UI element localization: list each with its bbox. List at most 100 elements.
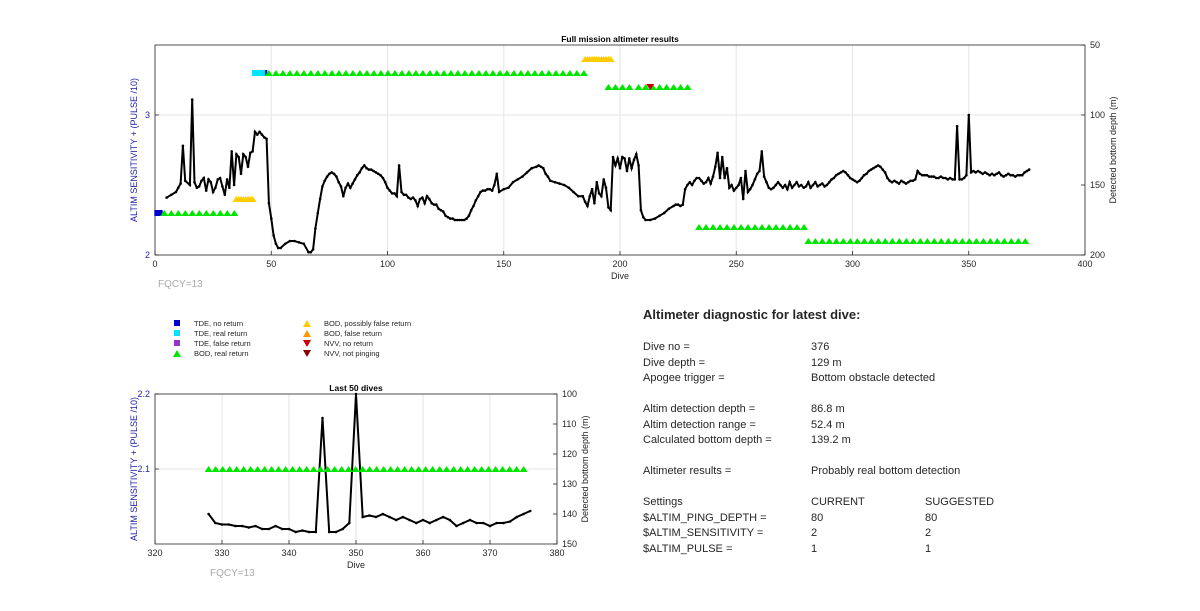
- depth-point: [251, 150, 254, 153]
- diagnostic-label: Altimeter results =: [643, 465, 732, 477]
- triangle-up-marker: [411, 70, 420, 76]
- depth-point: [679, 204, 682, 208]
- triangle-up-marker: [634, 84, 643, 90]
- x-tick-label: 250: [729, 259, 744, 269]
- triangle-up-marker: [390, 70, 399, 76]
- legend-label: BOD, possibly false return: [324, 318, 412, 328]
- settings-current: 80: [811, 511, 824, 524]
- triangle-up-marker: [271, 70, 280, 76]
- depth-point: [811, 183, 815, 187]
- depth-point: [449, 217, 452, 220]
- depth-point: [221, 185, 224, 188]
- square-icon: [174, 330, 180, 336]
- depth-point: [502, 187, 506, 191]
- triangle-up-icon: [303, 329, 311, 337]
- diagnostic-row: Dive no = 376: [643, 340, 1063, 356]
- triangle-up-marker: [874, 238, 883, 244]
- depth-point: [232, 183, 236, 187]
- chart-title: Full mission altimeter results: [561, 34, 679, 44]
- triangle-up-marker: [306, 70, 315, 76]
- y-right-tick-label: 200: [1090, 250, 1105, 260]
- triangle-up-marker: [800, 224, 808, 230]
- depth-point: [1027, 168, 1031, 171]
- triangle-up-marker: [481, 70, 490, 76]
- triangle-up-marker: [230, 210, 239, 216]
- depth-point: [390, 192, 394, 195]
- depth-point: [395, 194, 399, 198]
- depth-point: [744, 169, 747, 173]
- depth-point: [883, 171, 887, 174]
- settings-label: $ALTIM_PING_DEPTH =: [643, 511, 767, 524]
- depth-point: [482, 521, 485, 525]
- depth-point: [472, 204, 475, 208]
- diagnostic-panel: Altimeter diagnostic for latest dive: Di…: [643, 307, 1063, 557]
- depth-point: [493, 183, 496, 187]
- depth-point: [202, 176, 206, 180]
- triangle-up-marker: [811, 238, 820, 244]
- triangle-up-marker: [460, 70, 469, 76]
- depth-point: [228, 186, 231, 190]
- depth-point: [895, 180, 898, 184]
- depth-point: [553, 180, 557, 184]
- triangle-up-marker: [930, 238, 939, 244]
- depth-point: [511, 180, 515, 184]
- depth-point: [853, 179, 857, 183]
- depth-point: [616, 157, 619, 160]
- depth-point: [539, 165, 543, 169]
- triangle-up-marker: [1000, 238, 1009, 244]
- depth-point: [314, 227, 317, 230]
- depth-point: [1025, 169, 1029, 173]
- triangle-up-marker: [358, 466, 367, 472]
- depth-point: [1004, 173, 1008, 177]
- depth-point: [287, 527, 291, 531]
- triangle-up-marker: [979, 238, 988, 244]
- footnote: FQCY=13: [158, 279, 203, 290]
- depth-point: [995, 172, 998, 176]
- triangle-up-marker: [313, 70, 322, 76]
- x-tick-label: 50: [266, 259, 276, 269]
- legend-label: BOD, false return: [324, 328, 382, 338]
- triangle-up-marker: [853, 238, 862, 244]
- depth-point: [946, 178, 950, 181]
- y-left-tick-label: 2.2: [137, 389, 150, 399]
- triangle-up-marker: [351, 466, 360, 472]
- depth-point: [562, 183, 566, 187]
- diagnostic-title: Altimeter diagnostic for latest dive:: [643, 307, 861, 322]
- x-tick-label: 150: [496, 259, 511, 269]
- triangle-up-marker: [239, 466, 248, 472]
- triangle-up-marker: [702, 224, 710, 230]
- diagnostic-value: 86.8 m: [811, 403, 845, 415]
- depth-point: [993, 173, 996, 177]
- depth-point: [900, 179, 903, 183]
- diagnostic-row: Altimeter results = Probably real bottom …: [643, 464, 1063, 480]
- depth-point: [1002, 175, 1005, 178]
- depth-point: [451, 217, 454, 220]
- depth-point: [411, 196, 415, 199]
- depth-point: [981, 172, 984, 176]
- depth-point: [439, 208, 443, 212]
- triangle-up-marker: [341, 70, 350, 76]
- depth-point: [990, 172, 994, 176]
- triangle-up-marker: [544, 70, 553, 76]
- triangle-up-icon: [303, 319, 311, 327]
- depth-point: [421, 518, 425, 522]
- triangle-up-marker: [895, 238, 904, 244]
- depth-point: [260, 527, 264, 531]
- legend-item: BOD, possibly false return: [290, 318, 411, 328]
- settings-row: $ALTIM_SENSITIVITY = 2 2: [643, 526, 1063, 542]
- depth-point: [216, 178, 220, 181]
- triangle-up-marker: [407, 466, 416, 472]
- triangle-up-marker: [565, 70, 574, 76]
- depth-point: [318, 197, 322, 201]
- triangle-up-marker: [167, 210, 176, 216]
- y-right-tick-label: 100: [1090, 110, 1105, 120]
- depth-point: [823, 185, 826, 188]
- triangle-up-marker: [442, 466, 451, 472]
- depth-point: [753, 178, 757, 181]
- depth-point: [658, 214, 661, 218]
- settings-label: $ALTIM_SENSITIVITY =: [643, 527, 764, 539]
- depth-point: [688, 180, 692, 184]
- depth-point: [468, 518, 472, 522]
- depth-point: [214, 521, 217, 525]
- diagnostic-row: Altim detection depth = 86.8 m: [643, 402, 1063, 418]
